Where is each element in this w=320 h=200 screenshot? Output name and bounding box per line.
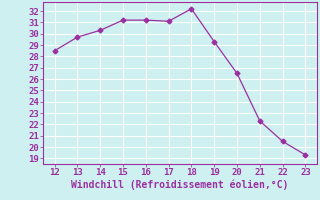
X-axis label: Windchill (Refroidissement éolien,°C): Windchill (Refroidissement éolien,°C) [71,180,289,190]
